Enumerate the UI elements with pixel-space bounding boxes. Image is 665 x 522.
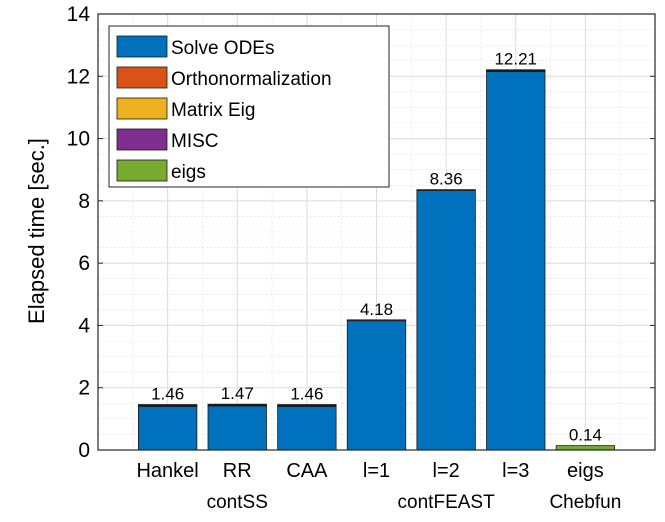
- bar-segment: [346, 320, 407, 451]
- legend-swatch: [116, 128, 168, 151]
- y-axis-label: Elapsed time [sec.]: [24, 138, 49, 324]
- bar-segment: [277, 405, 337, 451]
- bar-value-label: 1.47: [221, 384, 254, 403]
- value-labels: 1.46 1.47 1.46 4.18 8.36 12.21 0.14: [151, 50, 602, 445]
- x-tick-label: Hankel: [136, 460, 198, 482]
- x-tick-label: l=1: [363, 460, 390, 482]
- y-tick-label: 10: [67, 128, 90, 151]
- y-tick-label: 2: [78, 377, 90, 400]
- group-label: Chebfun: [549, 492, 621, 513]
- legend-entry: Matrix Eig: [171, 100, 255, 121]
- bar-segment: [486, 69, 546, 71]
- y-tick-label: 14: [67, 3, 91, 26]
- legend-swatch: [116, 66, 168, 89]
- x-tick-label: RR: [223, 460, 252, 482]
- group-labels: contSS contFEAST Chebfun: [207, 492, 622, 513]
- legend-swatch: [116, 35, 168, 58]
- bar-segment: [277, 404, 337, 406]
- bar-value-label: 1.46: [151, 385, 184, 404]
- group-label: contFEAST: [398, 492, 496, 513]
- x-tick-label: l=3: [502, 460, 529, 482]
- x-tick-label: CAA: [286, 460, 328, 482]
- legend-swatch: [116, 97, 168, 120]
- bar-segment: [346, 319, 407, 322]
- legend-entry: MISC: [171, 131, 219, 152]
- y-tick-label: 4: [78, 314, 90, 337]
- bar-segment: [137, 404, 198, 406]
- bar-segment: [416, 189, 476, 191]
- legend: Solve ODEs Orthonormalization Matrix Eig MI…: [108, 25, 390, 188]
- bar-segment: [486, 71, 546, 451]
- x-tick-labels: Hankel RR CAA l=1 l=2 l=3 eigs: [136, 460, 603, 482]
- y-tick-label: 6: [78, 252, 90, 275]
- bar-value-label: 4.18: [360, 300, 393, 319]
- y-tick-label: 0: [78, 439, 90, 462]
- y-tick-label: 8: [78, 190, 90, 213]
- legend-entry: Orthonormalization: [171, 69, 332, 90]
- bar-segment: [416, 190, 476, 451]
- y-ticks: 0 2 4 6 8 10 12 14: [67, 3, 655, 462]
- bar-segment: [137, 405, 198, 451]
- bar-segment: [207, 405, 267, 451]
- y-tick-label: 12: [67, 65, 90, 88]
- bar-segment: [207, 403, 267, 406]
- legend-entry: Solve ODEs: [171, 38, 274, 59]
- legend-swatch: [116, 159, 168, 182]
- bar-segment: [555, 445, 616, 451]
- bar-value-label: 1.46: [290, 385, 323, 404]
- bar-value-label: 0.14: [569, 426, 602, 445]
- bar-value-label: 8.36: [430, 170, 463, 189]
- bar-value-label: 12.21: [494, 50, 537, 69]
- x-tick-label: l=2: [433, 460, 460, 482]
- x-tick-label: eigs: [567, 460, 604, 482]
- axes-box: [97, 13, 656, 451]
- bars: [137, 69, 616, 451]
- legend-entry: eigs: [171, 162, 206, 183]
- group-label: contSS: [207, 492, 268, 513]
